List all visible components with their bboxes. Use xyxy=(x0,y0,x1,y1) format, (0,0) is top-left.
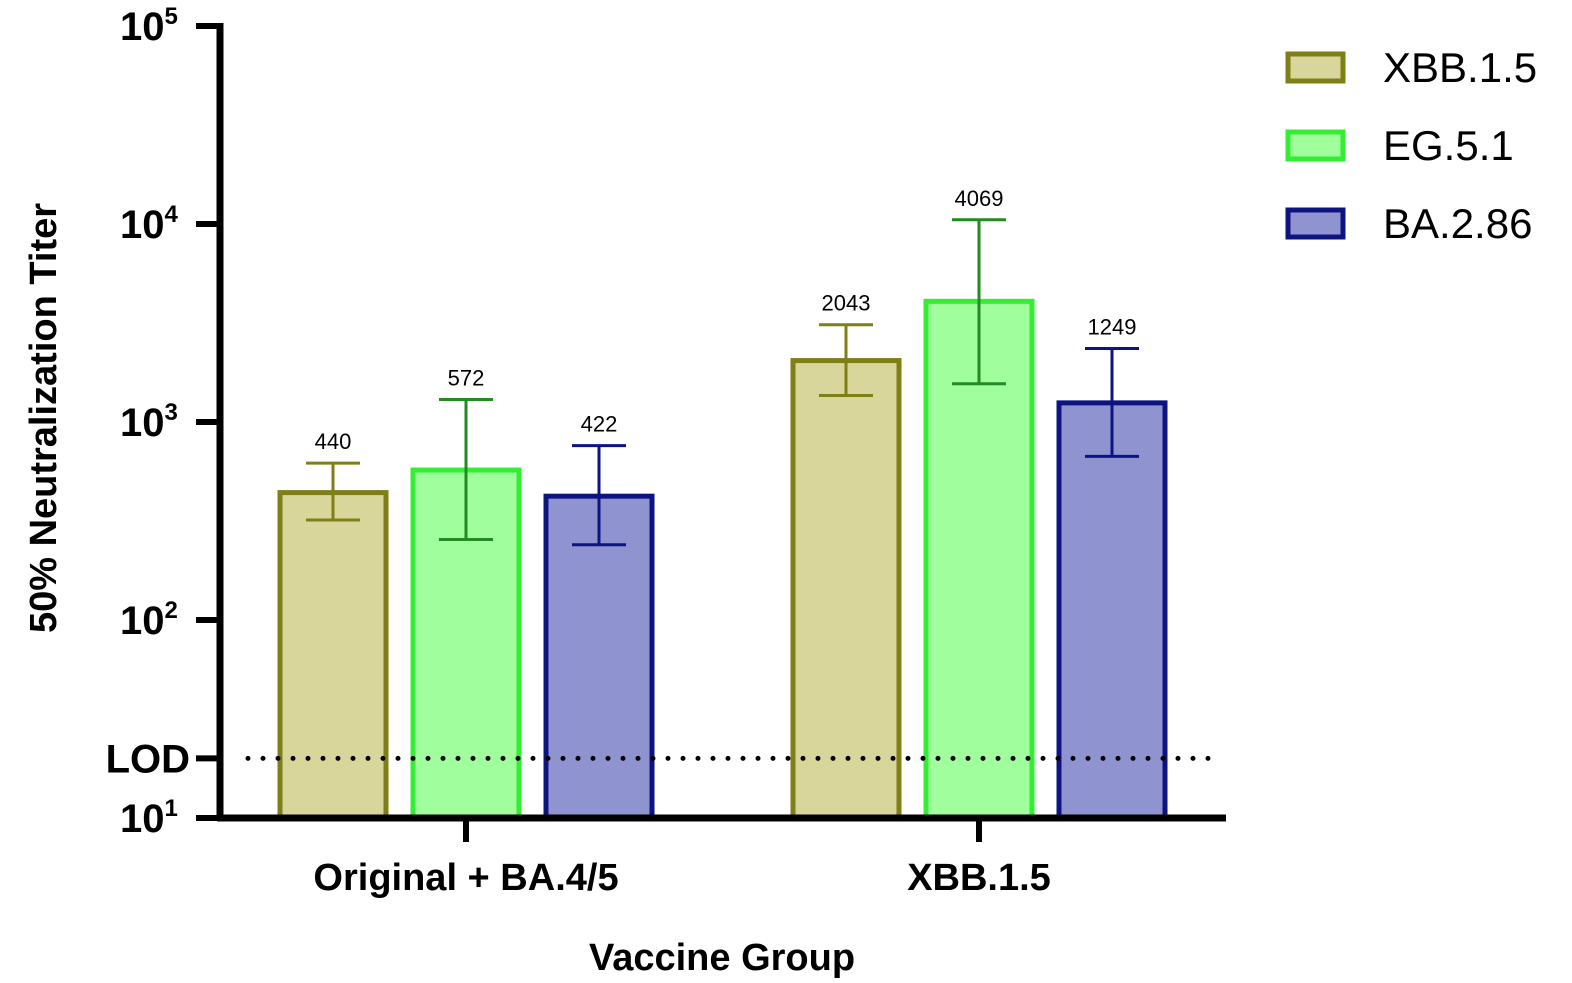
bar-BA.2.86-Original + BA.4/5 xyxy=(543,493,655,821)
error-bar-EG.5.1-XBB.1.5 xyxy=(952,218,1006,386)
data-label-BA.2.86-XBB.1.5: 1249 xyxy=(1088,315,1137,340)
error-bar-BA.2.86-Original + BA.4/5 xyxy=(572,444,626,547)
error-bar-BA.2.86-XBB.1.5 xyxy=(1085,347,1139,458)
legend: XBB.1.5 EG.5.1 BA.2.86 xyxy=(1285,44,1537,247)
data-label-EG.5.1-XBB.1.5: 4069 xyxy=(955,186,1004,211)
y-tick-label: 101 xyxy=(120,795,178,841)
bar-XBB.1.5-Original + BA.4/5 xyxy=(277,490,389,821)
legend-swatch-BA.2.86 xyxy=(1285,207,1346,240)
bars-layer xyxy=(277,298,1168,821)
data-label-XBB.1.5-Original + BA.4/5: 440 xyxy=(315,429,352,454)
legend-label-XBB.1.5: XBB.1.5 xyxy=(1383,44,1537,91)
y-tick-label: 104 xyxy=(120,201,179,247)
data-label-XBB.1.5-XBB.1.5: 2043 xyxy=(822,291,871,316)
y-tick-label: 105 xyxy=(120,3,178,49)
axes-layer: Original + BA.4/5 XBB.1.5 101 102 103 104 105 L… xyxy=(106,3,1226,899)
legend-swatch-EG.5.1 xyxy=(1285,129,1346,162)
y-axis-title: 50% Neutralization Titer xyxy=(23,203,65,633)
category-label: XBB.1.5 xyxy=(907,857,1051,899)
legend-label-EG.5.1: EG.5.1 xyxy=(1383,122,1514,169)
legend-label-BA.2.86: BA.2.86 xyxy=(1383,200,1532,247)
bar-BA.2.86-XBB.1.5 xyxy=(1056,400,1168,821)
data-label-EG.5.1-Original + BA.4/5: 572 xyxy=(448,365,485,390)
category-label: Original + BA.4/5 xyxy=(313,857,618,899)
x-axis-title: Vaccine Group xyxy=(589,937,855,979)
error-bar-XBB.1.5-XBB.1.5 xyxy=(819,323,873,398)
error-bars-layer xyxy=(306,218,1139,547)
bar-XBB.1.5-XBB.1.5 xyxy=(790,358,902,821)
legend-swatch-XBB.1.5 xyxy=(1285,51,1346,84)
data-labels-layer: 440 572 422 2043 4069 1249 xyxy=(315,186,1137,454)
y-tick-label: 103 xyxy=(120,399,178,445)
error-bar-XBB.1.5-Original + BA.4/5 xyxy=(306,461,360,522)
y-tick-label: 102 xyxy=(120,597,178,643)
data-label-BA.2.86-Original + BA.4/5: 422 xyxy=(581,412,618,437)
error-bar-EG.5.1-Original + BA.4/5 xyxy=(439,397,493,542)
lod-label: LOD xyxy=(106,737,190,781)
